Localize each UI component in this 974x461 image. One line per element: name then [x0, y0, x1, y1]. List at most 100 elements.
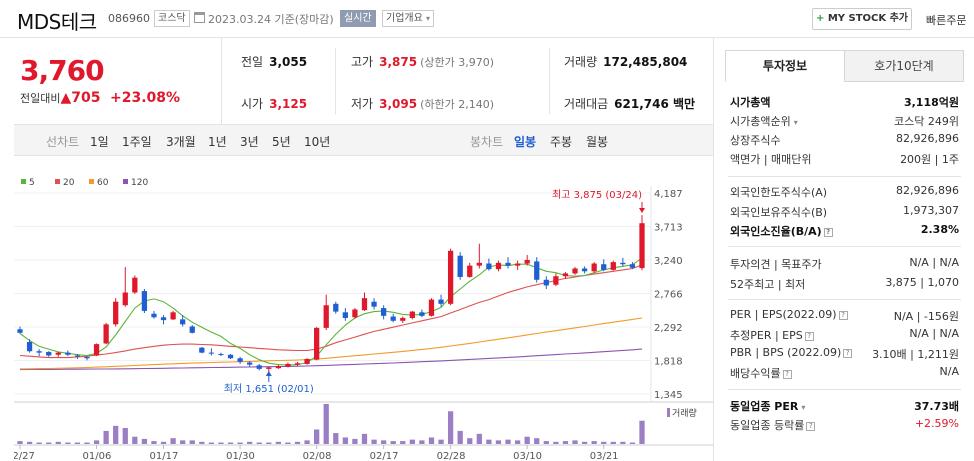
row-label: 시가총액 [730, 96, 771, 109]
price-summary: 3,760 전일대비▲705 +23.08% [14, 38, 222, 124]
row-value: 82,926,896 [896, 184, 959, 197]
legend-label: 60 [97, 178, 109, 188]
help-icon[interactable]: ? [838, 310, 848, 320]
volume-bar [333, 433, 339, 444]
help-icon[interactable]: ? [804, 331, 814, 341]
candle-body [199, 347, 205, 353]
chevron-down-icon[interactable]: ▾ [801, 403, 806, 412]
row-label-text: PBR | BPS (2022.09) [730, 346, 842, 359]
candle-body [65, 352, 71, 355]
row-foreign-ratio: 외국인소진율(B/A)? 2.38% [730, 223, 959, 239]
volume-bar [438, 439, 444, 444]
volume-bar [55, 441, 61, 444]
candle-body [534, 261, 540, 280]
chevron-down-icon[interactable]: ▾ [793, 118, 798, 127]
candlestick-chart-svg: 4,187 3,713 3,240 2,766 2,292 1,818 1,345 5 20 60… [6, 170, 713, 461]
volume-bar [151, 441, 157, 444]
volume-bar [505, 439, 511, 444]
max-arrow-head [639, 208, 645, 213]
candle-body [505, 262, 511, 266]
stat-value: 3,875 [379, 55, 418, 69]
row-label: 동일업종 PER ▾ [730, 398, 805, 414]
candle-body [55, 352, 61, 355]
help-icon[interactable]: ? [782, 369, 792, 379]
candle-body [562, 273, 569, 277]
tab-investment-info[interactable]: 투자정보 [725, 50, 845, 82]
divider [335, 48, 336, 114]
row-label: 동일업종 등락률? [730, 417, 816, 433]
stat-open: 시가 3,125 [241, 95, 307, 112]
period-1w-button[interactable]: 1주일 [122, 135, 152, 149]
candle-body [476, 262, 482, 266]
stat-label: 거래대금 [564, 97, 609, 111]
realtime-button[interactable]: 실시간 [340, 10, 376, 27]
stat-prev-close: 전일 3,055 [241, 53, 307, 70]
market-badge: 코스닥 [154, 10, 190, 27]
help-icon[interactable]: ? [843, 348, 853, 358]
volume-bar [266, 442, 272, 444]
divider [728, 246, 961, 247]
stat-value: 3,125 [269, 97, 308, 111]
volume-bar [275, 441, 282, 444]
x-tick-label: 01/30 [226, 451, 255, 461]
period-3y-button[interactable]: 3년 [240, 135, 259, 149]
volume-bar [601, 441, 607, 444]
candle-body [17, 329, 23, 333]
period-5y-button[interactable]: 5년 [272, 135, 291, 149]
add-mystock-button[interactable]: + MY STOCK 추가 [812, 8, 912, 30]
candle-body [227, 354, 234, 359]
help-icon[interactable]: ? [823, 227, 833, 237]
candle-body [428, 299, 435, 316]
volume-bar [620, 441, 626, 444]
price-chart[interactable]: 4,187 3,713 3,240 2,766 2,292 1,818 1,345 5 20 60… [6, 170, 713, 461]
volume-bar [371, 439, 377, 444]
monthly-button[interactable]: 월봉 [586, 135, 609, 149]
candle-body [304, 358, 310, 364]
volume-bar [400, 441, 406, 444]
row-52w: 52주최고 | 최저 3,875 | 1,070 [730, 276, 959, 292]
row-estimated-per: 추정PER | EPS? N/A | N/A [730, 327, 959, 343]
period-10y-button[interactable]: 10년 [304, 135, 331, 149]
volume-bar [170, 438, 176, 444]
candle-body [572, 268, 578, 274]
legend-label: 20 [63, 178, 75, 188]
row-label-text: PER | EPS(2022.09) [730, 308, 837, 321]
weekly-button[interactable]: 주봉 [550, 135, 573, 149]
volume-bar [562, 441, 569, 444]
x-tick-label: 01/06 [83, 451, 112, 461]
candle-body [103, 324, 109, 344]
candle-body [486, 263, 492, 270]
company-overview-dropdown[interactable]: 기업개요 ▾ [382, 10, 435, 27]
stat-label: 전일 [241, 55, 264, 69]
stat-value: 172,485,804 [603, 55, 688, 69]
candle-body [524, 259, 530, 264]
help-icon[interactable]: ? [806, 421, 816, 431]
row-label: 외국인보유주식수(B) [730, 206, 828, 219]
candle-body [495, 262, 502, 270]
candle-body [620, 262, 626, 265]
stock-code: 086960 [108, 12, 150, 25]
period-3m-button[interactable]: 3개월 [166, 135, 196, 149]
row-listed-shares: 상장주식수 82,926,896 [730, 132, 959, 148]
tab-quote-10[interactable]: 호가10단계 [844, 50, 964, 82]
daily-button[interactable]: 일봉 [514, 135, 537, 149]
legend-swatch [21, 179, 26, 184]
row-value: 3,875 | 1,070 [885, 276, 959, 289]
stock-name: MDS테크 [17, 10, 97, 34]
candle-body [256, 365, 262, 369]
legend-swatch [89, 179, 94, 184]
up-triangle-icon: ▲ [60, 90, 72, 106]
candle-body [553, 276, 559, 285]
lower-limit: (하한가 2,140) [420, 98, 494, 111]
row-per: PER | EPS(2022.09)? N/A | -156원 [730, 308, 959, 324]
row-value: N/A | N/A [909, 327, 959, 340]
candle-body [447, 250, 454, 304]
period-1d-button[interactable]: 1일 [90, 135, 109, 149]
row-label-text: 동일업종 등락률 [730, 419, 805, 432]
candle-body [361, 298, 368, 311]
period-1y-button[interactable]: 1년 [208, 135, 227, 149]
stat-label: 거래량 [564, 55, 598, 69]
candle-body [419, 312, 425, 316]
row-label: 상장주식수 [730, 134, 781, 147]
quick-order-link[interactable]: 빠른주문 [926, 14, 967, 27]
